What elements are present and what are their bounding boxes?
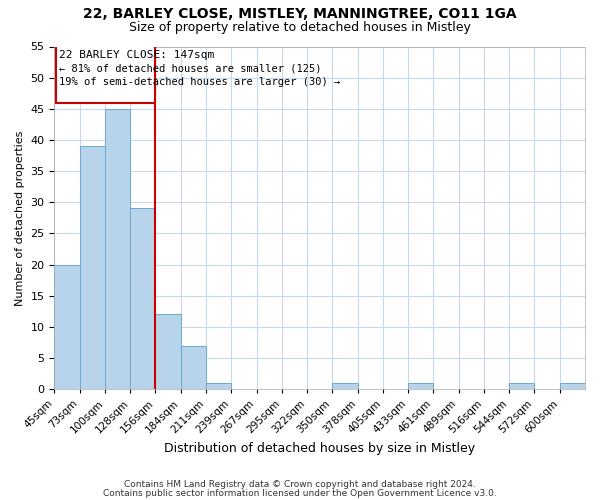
Text: Contains public sector information licensed under the Open Government Licence v3: Contains public sector information licen… — [103, 488, 497, 498]
Bar — [509, 383, 535, 389]
Bar — [206, 383, 231, 389]
Text: 19% of semi-detached houses are larger (30) →: 19% of semi-detached houses are larger (… — [59, 77, 341, 87]
Bar — [80, 146, 105, 389]
Bar — [56, 44, 155, 102]
Bar — [155, 314, 181, 389]
Text: 22, BARLEY CLOSE, MISTLEY, MANNINGTREE, CO11 1GA: 22, BARLEY CLOSE, MISTLEY, MANNINGTREE, … — [83, 8, 517, 22]
Bar — [130, 208, 155, 389]
Bar — [408, 383, 433, 389]
Text: Size of property relative to detached houses in Mistley: Size of property relative to detached ho… — [129, 21, 471, 34]
Text: Contains HM Land Registry data © Crown copyright and database right 2024.: Contains HM Land Registry data © Crown c… — [124, 480, 476, 489]
Y-axis label: Number of detached properties: Number of detached properties — [15, 130, 25, 306]
Text: 22 BARLEY CLOSE: 147sqm: 22 BARLEY CLOSE: 147sqm — [59, 50, 215, 59]
Bar — [332, 383, 358, 389]
Text: ← 81% of detached houses are smaller (125): ← 81% of detached houses are smaller (12… — [59, 64, 322, 74]
Bar — [181, 346, 206, 389]
Bar — [55, 264, 80, 389]
Bar — [105, 109, 130, 389]
X-axis label: Distribution of detached houses by size in Mistley: Distribution of detached houses by size … — [164, 442, 475, 455]
Bar — [560, 383, 585, 389]
